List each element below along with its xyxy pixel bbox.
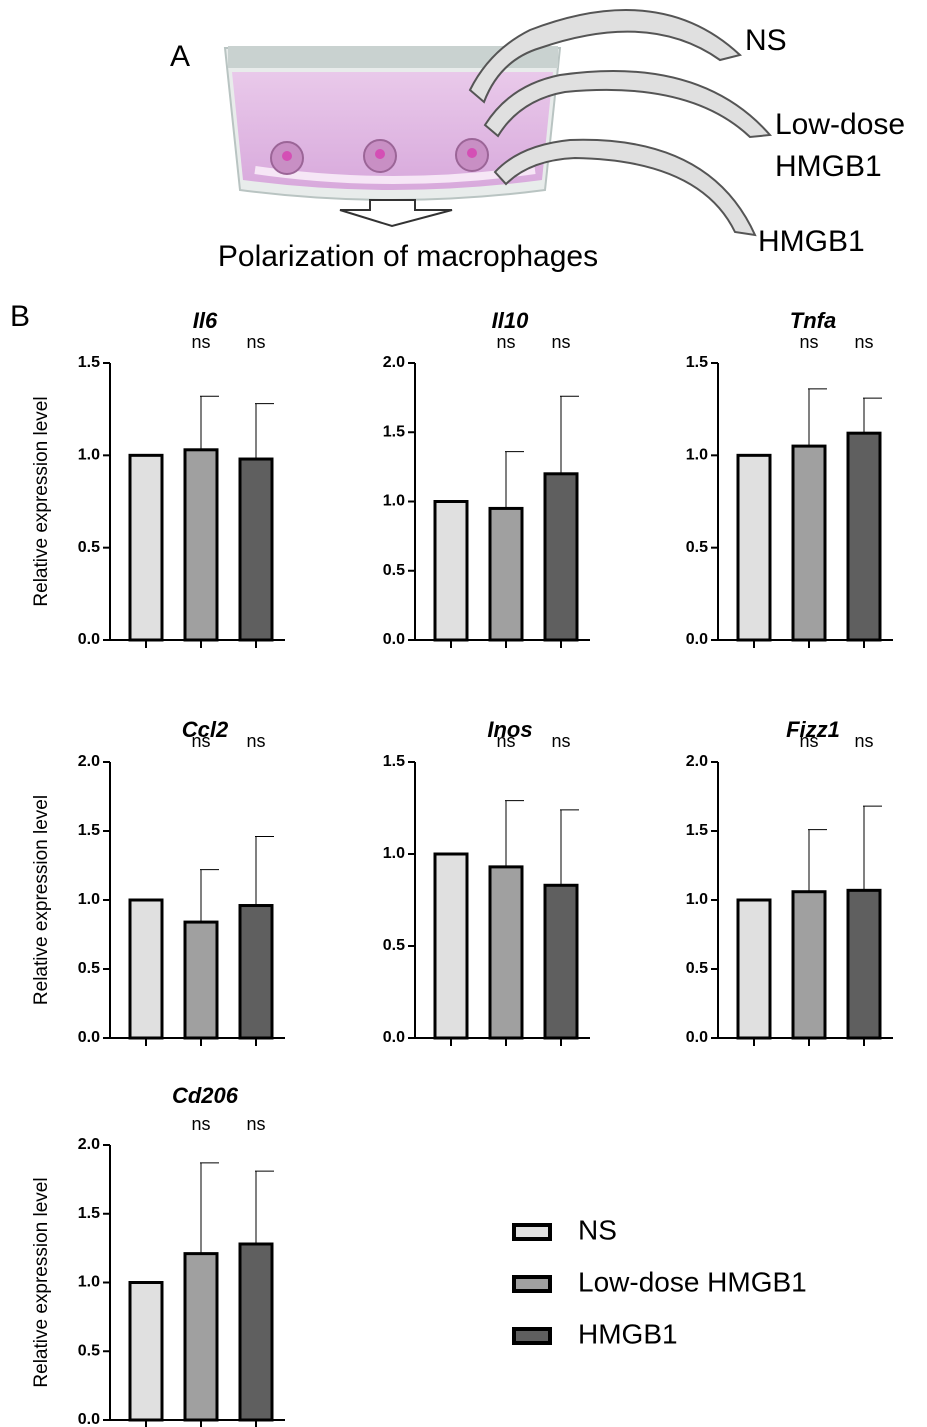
y-tick-label: 2.0 — [383, 354, 405, 371]
bar — [736, 453, 772, 642]
bar — [433, 852, 469, 1040]
legend-swatch — [512, 1223, 552, 1241]
y-tick-label: 1.0 — [686, 447, 708, 464]
bar — [488, 506, 524, 642]
significance-label: ns — [496, 731, 515, 751]
chart-title: Fizz1 — [786, 717, 840, 742]
significance-label: ns — [191, 332, 210, 352]
bar — [128, 1281, 164, 1422]
legend-label: NS — [578, 1214, 617, 1245]
y-tick-label: 0.5 — [686, 960, 708, 977]
bar — [791, 444, 827, 642]
y-tick-label: 1.5 — [78, 1205, 100, 1222]
bar — [183, 448, 219, 642]
legend-label: Low-dose HMGB1 — [578, 1266, 807, 1297]
bar — [543, 883, 579, 1040]
panel-label: A — [170, 40, 190, 73]
significance-label: ns — [799, 731, 818, 751]
y-tick-label: 1.5 — [78, 822, 100, 839]
bar — [488, 865, 524, 1040]
chart-title: Ccl2 — [182, 717, 229, 742]
y-tick-label: 0.5 — [78, 539, 100, 556]
y-tick-label: 1.5 — [383, 423, 405, 440]
bar — [543, 472, 579, 642]
y-tick-label: 0.0 — [383, 631, 405, 648]
y-tick-label: 0.0 — [78, 1411, 100, 1427]
bar — [736, 898, 772, 1040]
significance-label: ns — [496, 332, 515, 352]
y-tick-label: 1.5 — [686, 354, 708, 371]
y-tick-label: 1.5 — [383, 753, 405, 770]
significance-label: ns — [246, 332, 265, 352]
significance-label: ns — [246, 731, 265, 751]
y-tick-label: 0.5 — [686, 539, 708, 556]
chart-title: Il10 — [492, 308, 529, 333]
y-tick-label: 2.0 — [686, 753, 708, 770]
caption: Polarization of macrophages — [218, 240, 598, 273]
y-tick-label: 1.0 — [686, 891, 708, 908]
arrow-label: HMGB1 — [758, 225, 865, 258]
significance-label: ns — [799, 332, 818, 352]
bar — [183, 920, 219, 1040]
y-tick-label: 0.0 — [78, 1029, 100, 1046]
significance-label: ns — [191, 731, 210, 751]
y-tick-label: 1.5 — [686, 822, 708, 839]
bar — [183, 1252, 219, 1422]
y-axis-label: Relative expression level — [31, 1177, 52, 1387]
y-tick-label: 1.0 — [383, 493, 405, 510]
significance-label: ns — [246, 1114, 265, 1134]
chart-title: Il6 — [193, 308, 218, 333]
y-tick-label: 0.0 — [383, 1029, 405, 1046]
arrow-label: NS — [745, 24, 787, 57]
y-tick-label: 0.5 — [383, 562, 405, 579]
y-tick-label: 2.0 — [78, 1136, 100, 1153]
significance-label: ns — [854, 332, 873, 352]
y-tick-label: 1.0 — [78, 447, 100, 464]
chart-title: Cd206 — [172, 1083, 239, 1108]
significance-label: ns — [551, 332, 570, 352]
significance-label: ns — [551, 731, 570, 751]
y-tick-label: 0.0 — [686, 631, 708, 648]
bar — [846, 888, 882, 1040]
y-tick-label: 0.0 — [686, 1029, 708, 1046]
bar — [846, 431, 882, 642]
y-axis-label: Relative expression level — [31, 795, 52, 1005]
y-tick-label: 1.0 — [78, 1274, 100, 1291]
bar — [128, 898, 164, 1040]
legend-label: HMGB1 — [578, 1318, 678, 1349]
bar — [238, 1242, 274, 1422]
y-tick-label: 2.0 — [78, 753, 100, 770]
panel-label: B — [10, 300, 30, 333]
bar — [791, 890, 827, 1040]
y-tick-label: 0.5 — [78, 1342, 100, 1359]
dish-illustration — [223, 9, 773, 237]
y-tick-label: 1.5 — [78, 354, 100, 371]
legend-swatch — [512, 1327, 552, 1345]
legend-swatch — [512, 1275, 552, 1293]
y-axis-label: Relative expression level — [31, 396, 52, 606]
y-tick-label: 0.5 — [383, 937, 405, 954]
bar — [128, 453, 164, 642]
bar — [238, 457, 274, 642]
bar — [238, 904, 274, 1040]
arrow-label: HMGB1 — [775, 150, 882, 183]
y-tick-label: 1.0 — [383, 845, 405, 862]
y-tick-label: 1.0 — [78, 891, 100, 908]
chart-title: Inos — [487, 717, 532, 742]
significance-label: ns — [191, 1114, 210, 1134]
bar — [433, 500, 469, 642]
chart-title: Tnfa — [790, 308, 836, 333]
y-tick-label: 0.0 — [78, 631, 100, 648]
significance-label: ns — [854, 731, 873, 751]
arrow-label: Low-dose — [775, 108, 905, 141]
y-tick-label: 0.5 — [78, 960, 100, 977]
